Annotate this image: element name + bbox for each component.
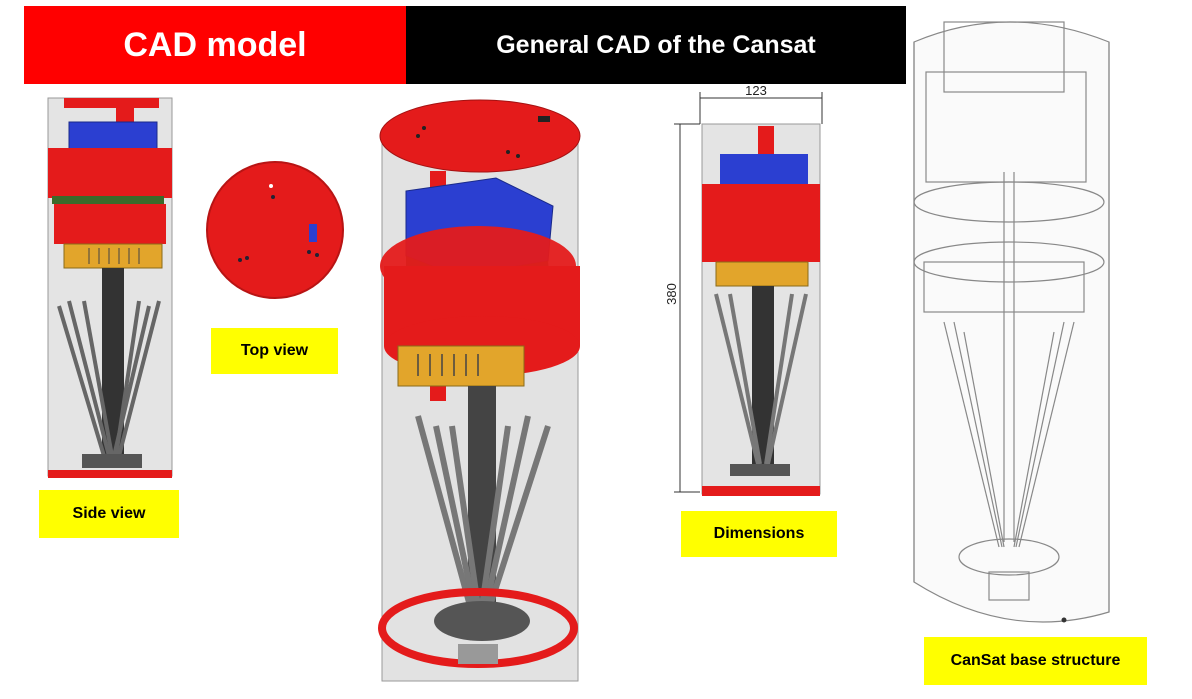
side-view-drawing [47,97,173,478]
top-view-drawing [206,161,344,299]
base-structure-label: CanSat base structure [924,637,1147,685]
top-view-label: Top view [211,328,338,374]
general-cad-drawing [378,99,581,682]
width-dimension: 123 [745,83,767,98]
general-cad-title: General CAD of the Cansat [406,6,906,84]
cad-model-title: CAD model [24,6,406,84]
dimensions-drawing: 123 380 [664,83,823,496]
base-structure-drawing [913,21,1110,623]
side-view-label: Side view [39,490,179,538]
dimensions-label: Dimensions [681,511,837,557]
height-dimension: 380 [664,283,679,305]
